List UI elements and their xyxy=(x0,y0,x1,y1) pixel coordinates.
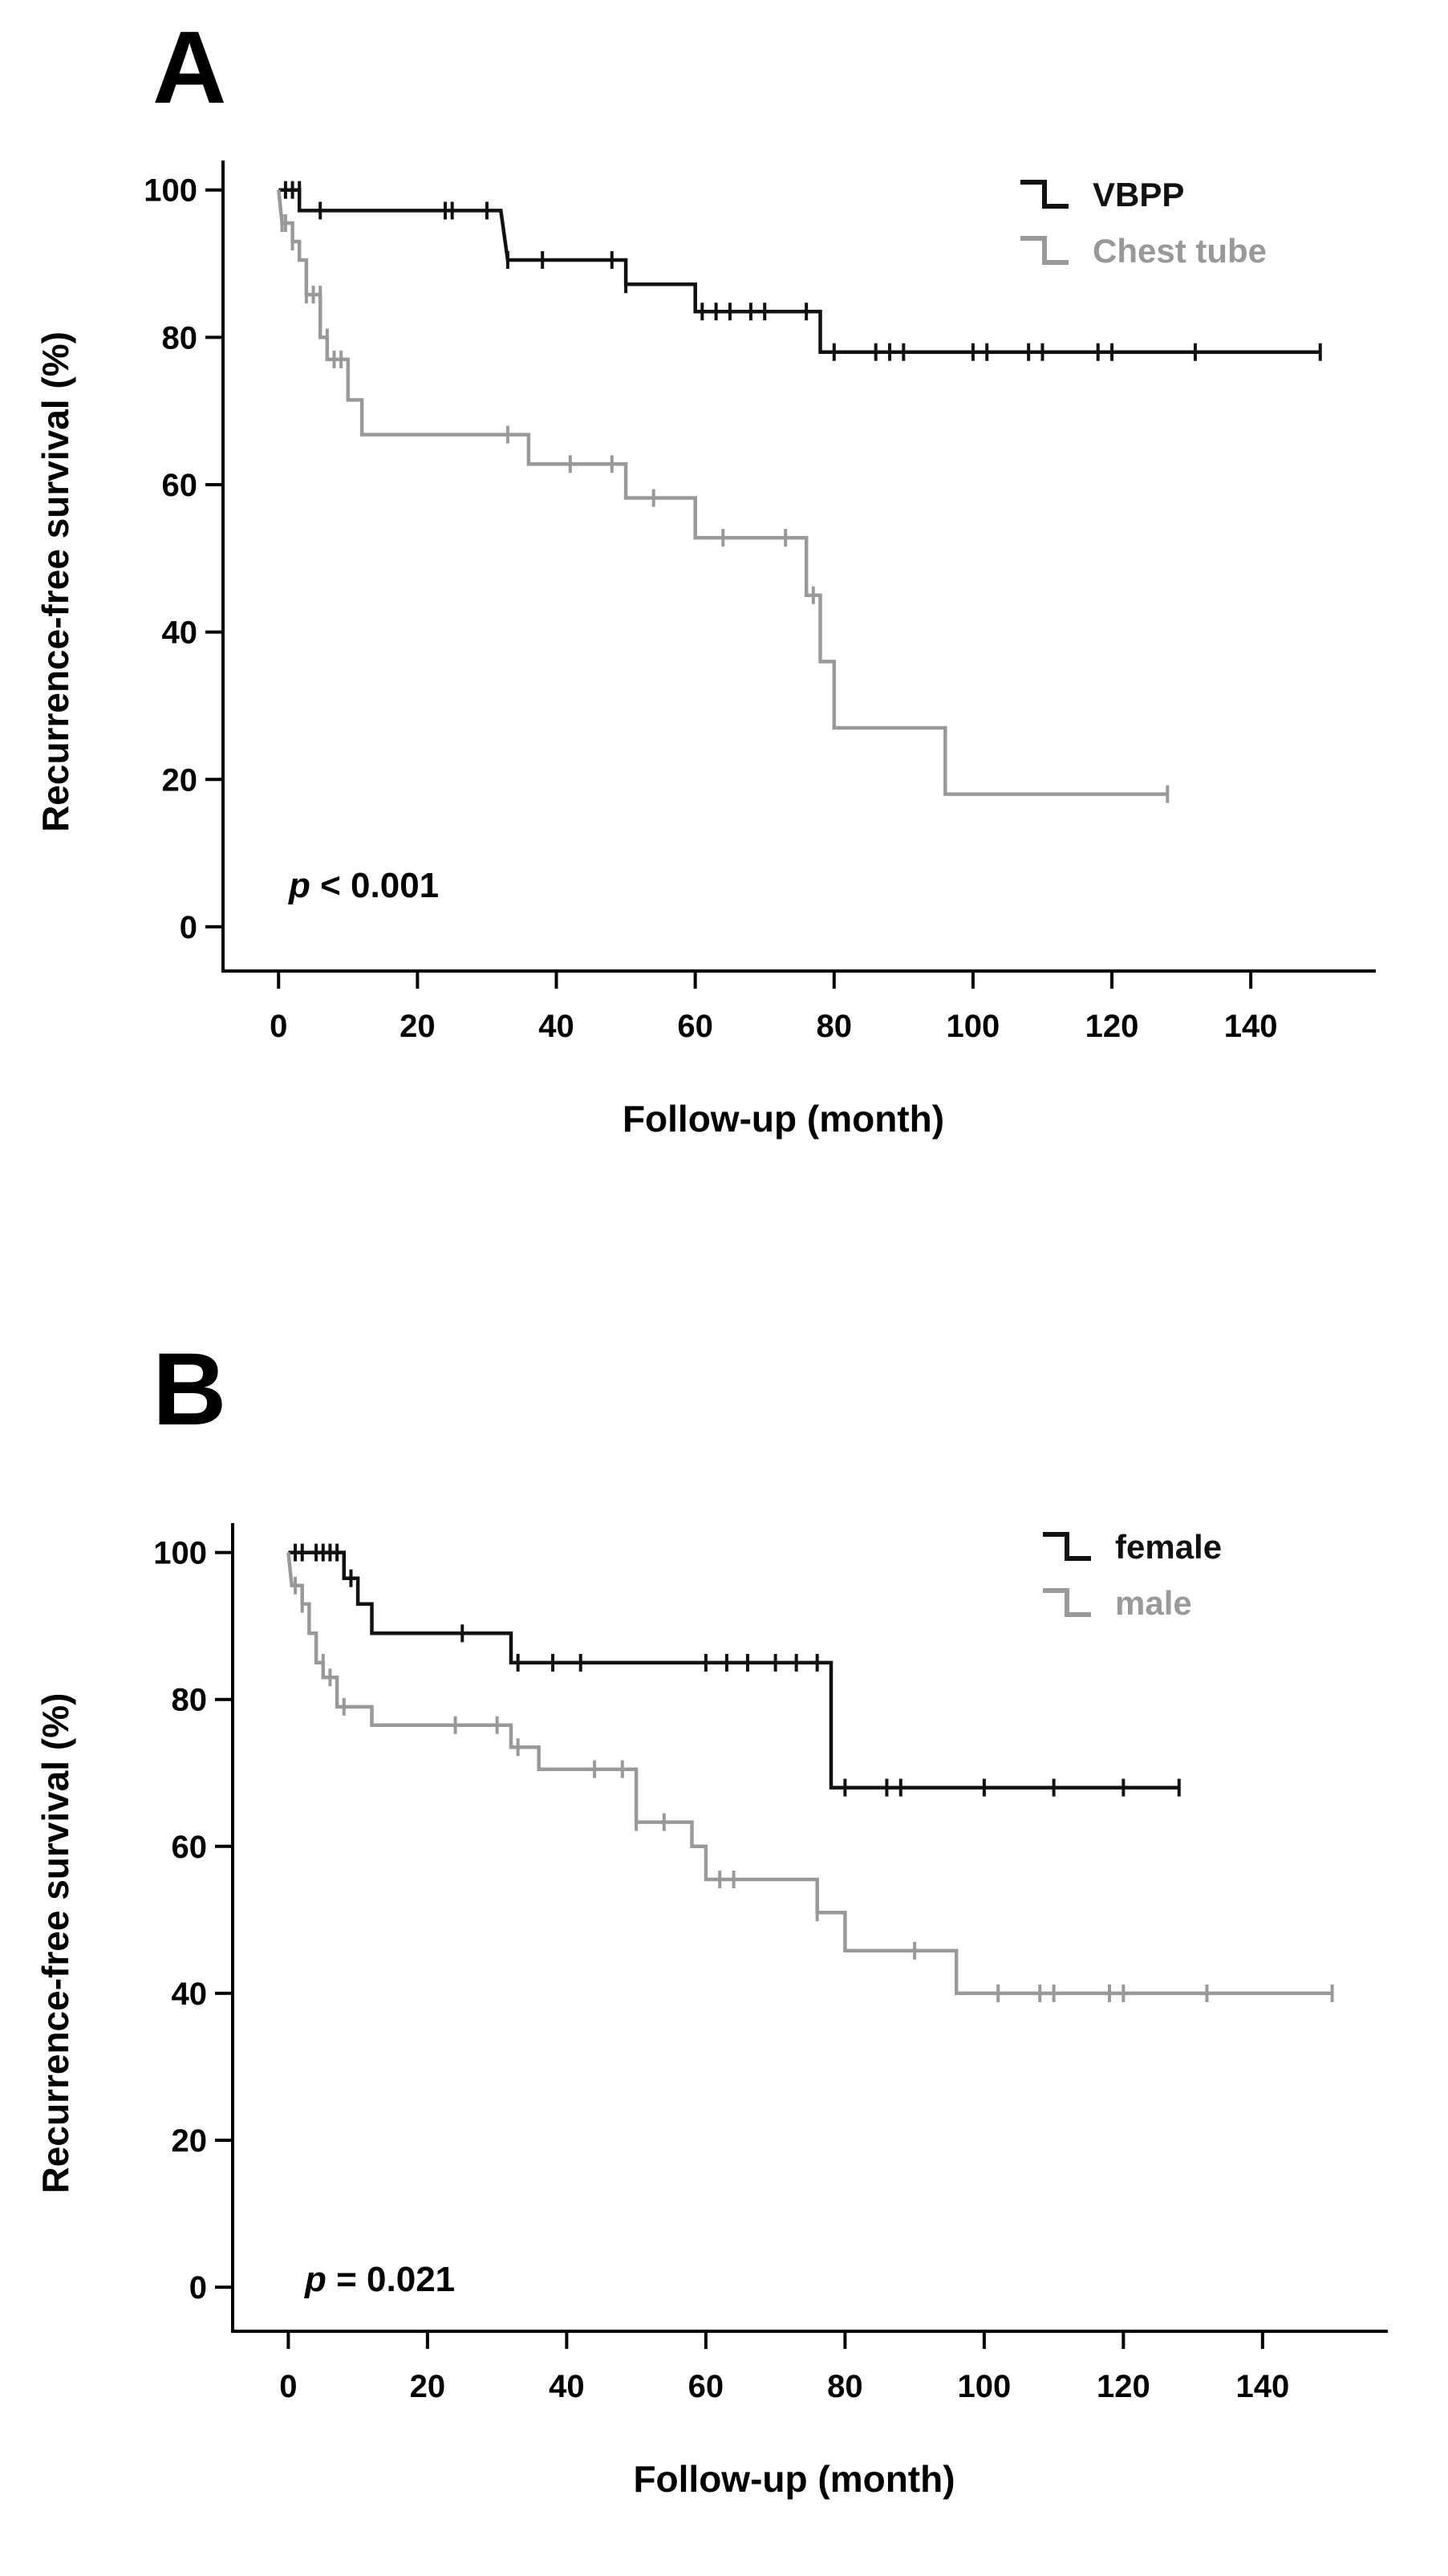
p-value-italic: p xyxy=(288,866,310,905)
p-value-text: < 0.001 xyxy=(310,866,439,905)
panel-a-plot: 0 20 40 60 80 100 0 20 40 60 80 100 120 140 xyxy=(144,160,1376,1044)
series-female-line xyxy=(288,1550,1179,1790)
panel-a-y-axis-label: Recurrence-free survival (%) xyxy=(34,331,76,832)
x-tick-label-120: 120 xyxy=(1085,1009,1139,1044)
x-tick-label-40: 40 xyxy=(549,2369,585,2404)
p-value-italic: p xyxy=(304,2260,327,2299)
x-tick-label-140: 140 xyxy=(1224,1009,1278,1044)
legend-male-label: male xyxy=(1115,1584,1192,1622)
legend-male-symbol xyxy=(1043,1588,1091,1617)
panel-b: B 0 20 40 60 80 100 0 20 40 60 80 100 120 140 female … xyxy=(34,1332,1388,2500)
x-tick-label-60: 60 xyxy=(688,2369,724,2404)
y-tick-label-100: 100 xyxy=(153,1536,207,1571)
x-tick-label-40: 40 xyxy=(538,1009,574,1044)
panel-a-p-value: p < 0.001 xyxy=(288,866,439,905)
panel-a-x-axis-label: Follow-up (month) xyxy=(623,1098,944,1140)
y-tick-label-100: 100 xyxy=(144,173,197,209)
legend-chest-tube-label: Chest tube xyxy=(1093,232,1267,270)
p-value-text: = 0.021 xyxy=(327,2260,455,2299)
legend-female-label: female xyxy=(1115,1528,1222,1566)
panel-b-y-axis-label: Recurrence-free survival (%) xyxy=(34,1693,76,2194)
y-tick-label-60: 60 xyxy=(172,1830,208,1865)
panel-b-legend: female male xyxy=(1043,1528,1222,1622)
x-tick-label-80: 80 xyxy=(827,2369,863,2404)
x-tick-label-120: 120 xyxy=(1097,2369,1150,2404)
x-tick-label-20: 20 xyxy=(410,2369,446,2404)
y-tick-label-60: 60 xyxy=(162,468,198,503)
panel-b-x-axis-label: Follow-up (month) xyxy=(633,2458,955,2500)
legend-female-symbol xyxy=(1043,1532,1091,1561)
panel-a: A 0 20 40 60 80 100 0 20 40 60 80 100 120 140 VBPP Ch… xyxy=(34,10,1376,1140)
y-tick-label-20: 20 xyxy=(162,762,198,798)
panel-b-label: B xyxy=(152,1332,226,1447)
x-tick-label-100: 100 xyxy=(947,1009,1000,1044)
x-tick-label-60: 60 xyxy=(677,1009,713,1044)
y-tick-label-0: 0 xyxy=(189,2270,207,2306)
x-tick-label-140: 140 xyxy=(1235,2369,1289,2404)
panel-b-plot: 0 20 40 60 80 100 0 20 40 60 80 100 120 140 xyxy=(153,1523,1388,2404)
y-tick-label-80: 80 xyxy=(172,1683,208,1718)
series-vbpp-line xyxy=(278,188,1320,354)
x-tick-label-0: 0 xyxy=(279,2369,297,2404)
y-tick-label-40: 40 xyxy=(172,1977,208,2012)
legend-vbpp-symbol xyxy=(1020,180,1069,209)
y-tick-label-80: 80 xyxy=(162,320,198,356)
legend-chest-tube-symbol xyxy=(1020,236,1069,265)
panel-a-legend: VBPP Chest tube xyxy=(1020,176,1267,270)
x-tick-label-80: 80 xyxy=(817,1009,853,1044)
panel-b-p-value: p = 0.021 xyxy=(304,2260,455,2299)
legend-vbpp-label: VBPP xyxy=(1093,176,1184,213)
y-tick-label-0: 0 xyxy=(180,910,197,945)
y-tick-label-20: 20 xyxy=(172,2123,208,2159)
x-tick-label-0: 0 xyxy=(270,1009,287,1044)
x-tick-label-100: 100 xyxy=(957,2369,1011,2404)
x-tick-label-20: 20 xyxy=(400,1009,436,1044)
series-chest-tube-line xyxy=(277,189,1168,796)
y-tick-label-40: 40 xyxy=(162,616,198,651)
panel-a-label: A xyxy=(152,10,226,125)
